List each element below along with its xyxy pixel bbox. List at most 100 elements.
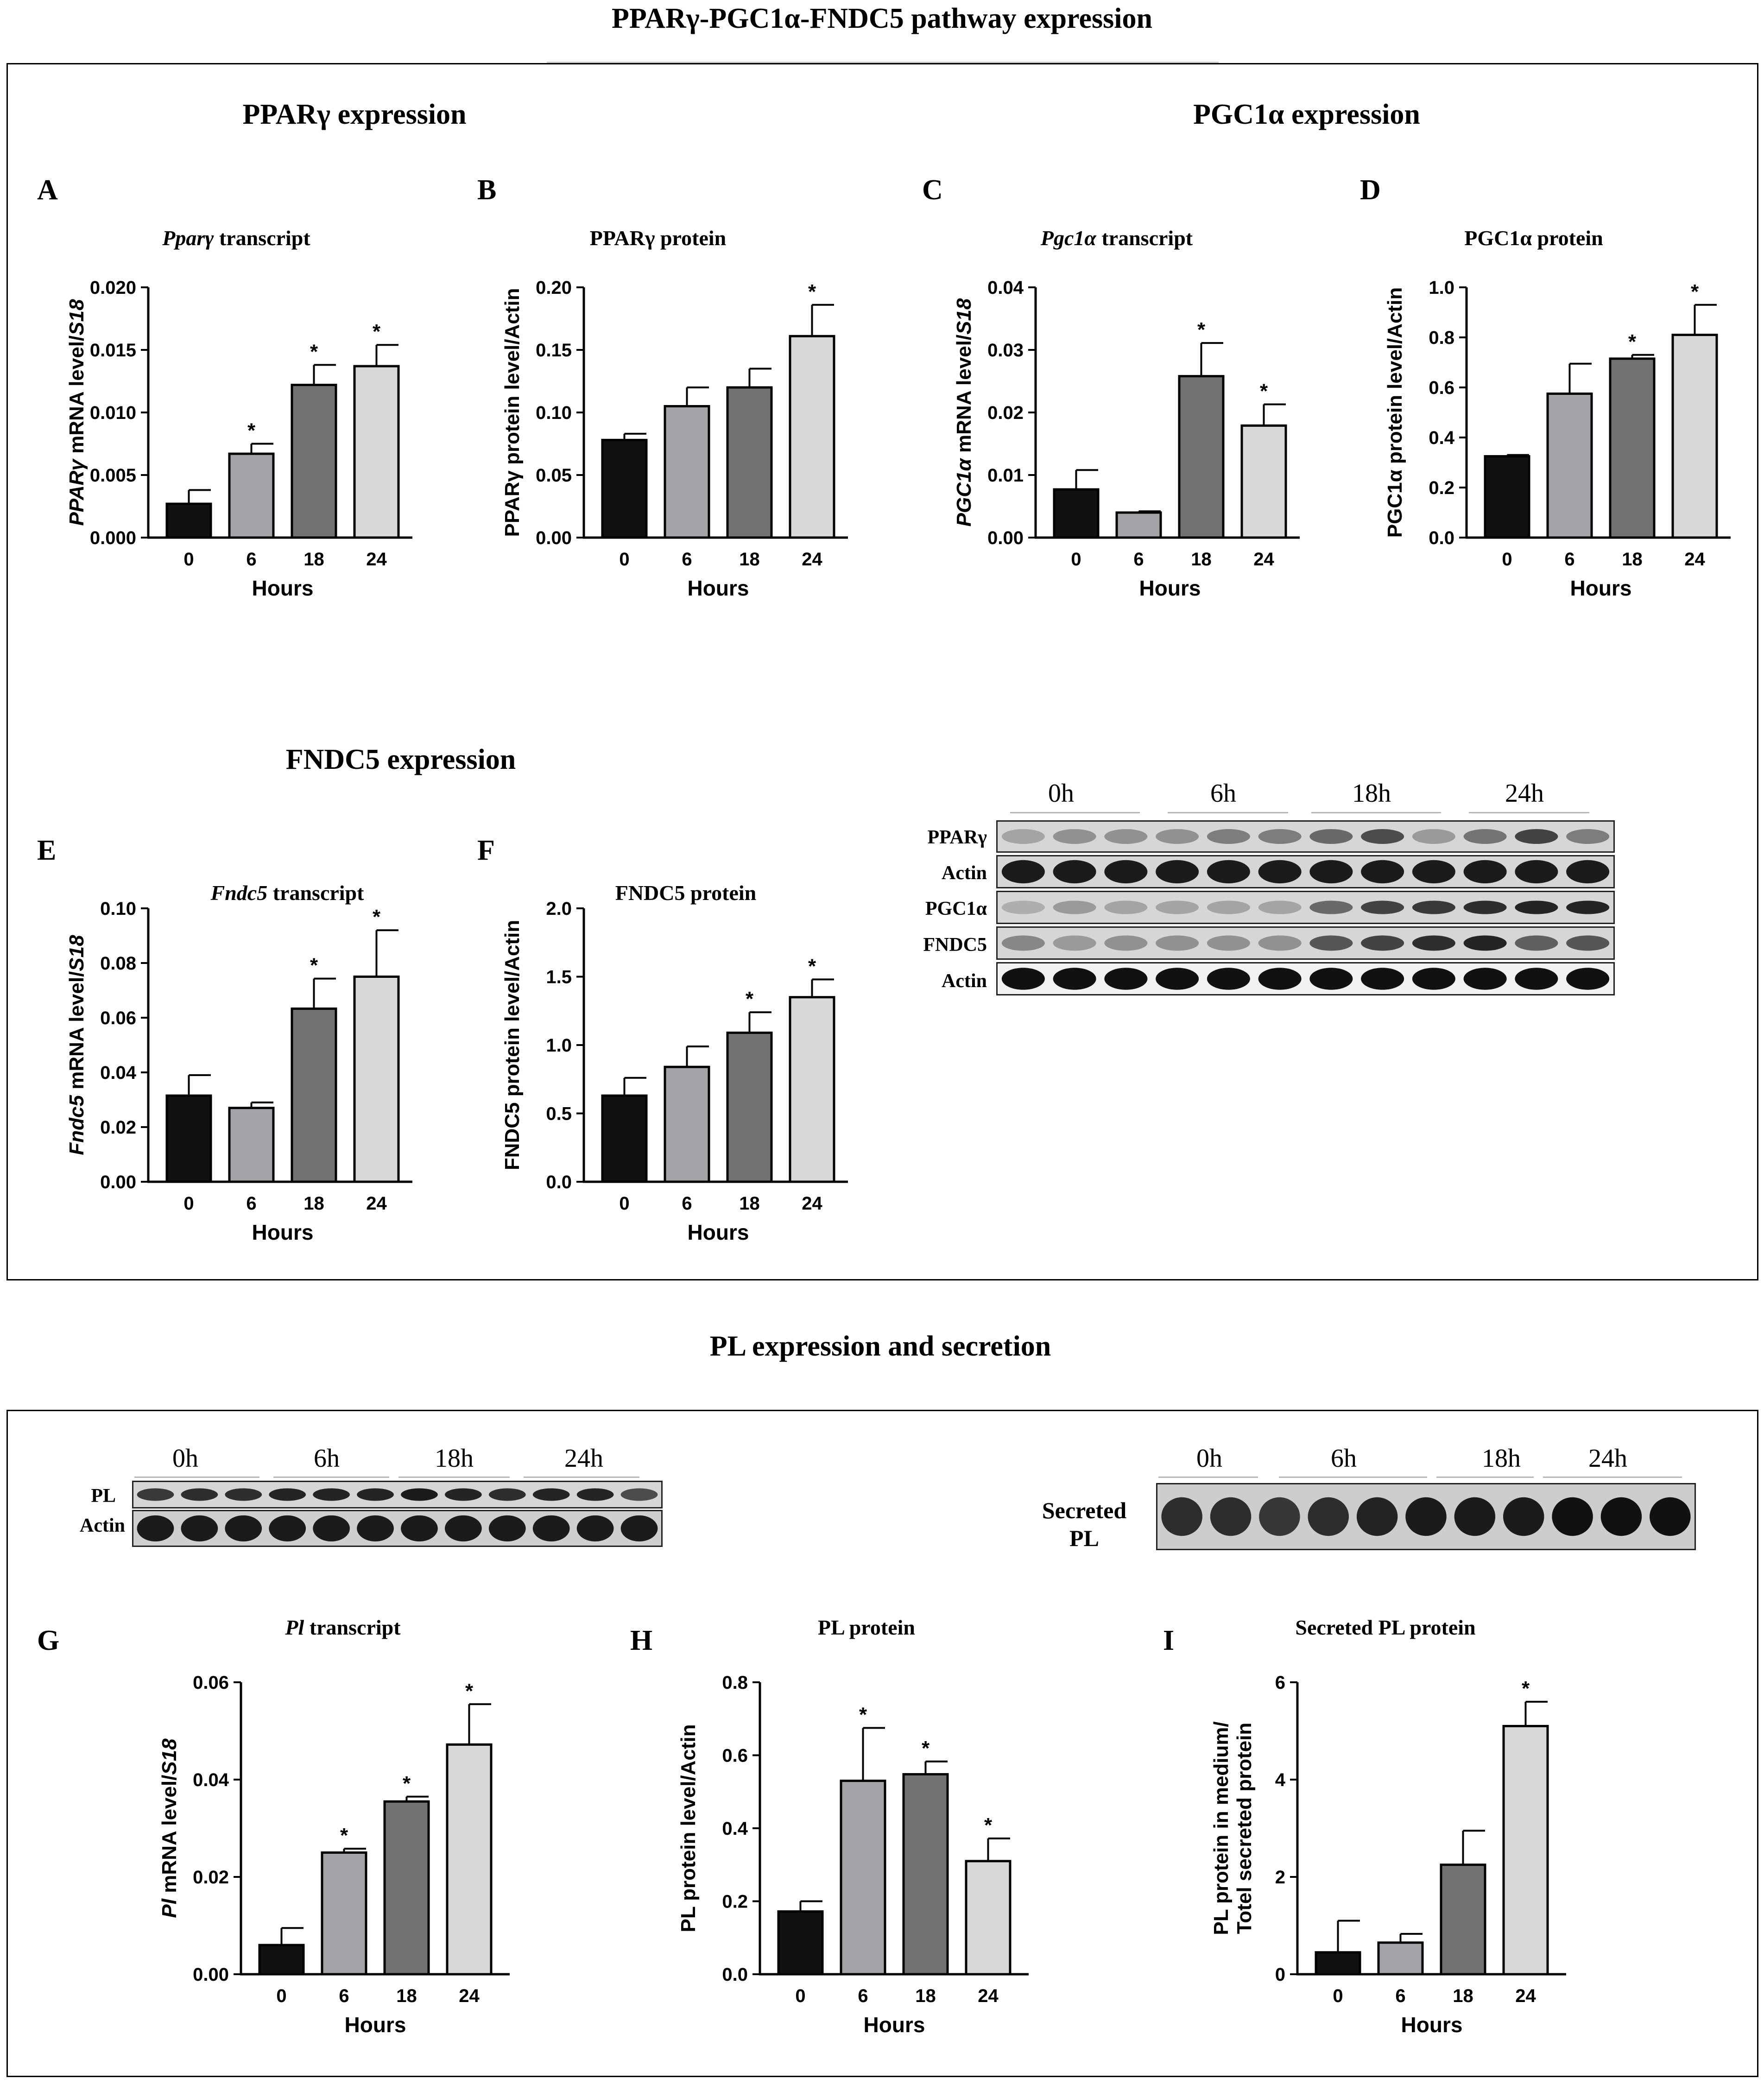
x-axis-title: Hours [1570,576,1632,600]
bar-24 [1671,334,1718,539]
chart-g: 0.00 0.02 0.04 0.06 Pl mRNA level/S18 0 * 6 * 18 *… [158,1673,510,2037]
band [401,1515,438,1542]
bar-18 [1178,375,1225,539]
band [401,1488,438,1501]
band [576,1488,614,1501]
y-tick-label: 2 [1275,1867,1285,1888]
significance-star: * [403,1772,411,1795]
bar-18 [291,1008,337,1183]
x-tick-label: 0 [1502,549,1512,570]
chart-f: 0.0 0.5 1.0 1.5 2.0 FNDC5 protein level/Actin… [501,899,848,1244]
significance-star: * [373,906,381,928]
band [1361,935,1404,951]
band [1258,900,1302,914]
bar-6 [664,1065,710,1183]
band [1552,1497,1593,1536]
panel-letter-i: I [1163,1625,1175,1656]
chart-title-g-rest: transcript [304,1616,401,1639]
blot1-row-label-pgc: PGC1α [925,898,987,919]
x-tick-label: 24 [802,1193,822,1214]
blot1-lane-line [1010,812,1140,813]
blot1-lane-6h: 6h [1210,779,1236,808]
blot1-lane-line [1311,812,1441,813]
band [1566,900,1610,914]
band [1566,829,1610,844]
blot2-lane-24h: 24h [564,1444,603,1473]
band [1412,860,1455,884]
chart-c: 0.00 0.01 0.02 0.03 0.04 PGC1α mRNA level/S18… [953,278,1300,600]
chart-title-c-rest: transcript [1096,226,1193,250]
blot1-row-label-actin: Actin [942,862,987,884]
blot3-lane-18h: 18h [1482,1444,1521,1473]
blot3-strip [1156,1483,1696,1550]
bar-0 [165,502,212,539]
y-tick-label: 0.00 [193,1965,229,1985]
band [1210,1497,1252,1536]
x-tick-label: 0 [619,1193,629,1214]
panel-letter-c: C [922,174,943,206]
band [488,1488,526,1501]
blot-bands [1001,900,1610,914]
x-tick-label: 6 [682,1193,692,1214]
y-tick-label: 1.5 [546,967,572,988]
bar-18 [383,1800,430,1976]
bar-18 [1609,357,1656,539]
blot2-lane-0h: 0h [172,1444,198,1473]
band [1207,900,1250,914]
bar-0 [1053,488,1100,539]
x-tick-label: 24 [1515,1986,1536,2006]
chart-title-e-italic: Fndc5 [210,881,268,905]
blot-bands [1161,1497,1691,1536]
pgc-section-title: PGC1α expression [1193,99,1420,130]
chart-title-d-text: PGC1α protein [1464,226,1603,250]
x-axis-title: Hours [688,576,749,600]
band [1258,935,1302,951]
band [1463,935,1507,951]
blot1-lane-18h: 18h [1352,779,1391,808]
blot3-lane-line [1279,1477,1427,1478]
y-axis-title: PL protein level/Actin [677,1724,700,1932]
chart-e: 0.00 0.02 0.04 0.06 0.08 0.10 Fndc5 mRNA level… [65,899,412,1244]
x-tick-label: 6 [682,549,692,570]
band [1515,900,1558,914]
x-tick-label: 24 [978,1986,999,2006]
band [313,1515,350,1542]
x-tick-label: 6 [858,1986,868,2006]
panel-letter-b: B [477,174,497,206]
x-axis-title: Hours [1401,2013,1463,2037]
x-tick-label: 0 [276,1986,286,2006]
x-tick-label: 24 [1253,549,1274,570]
blot1-lane-0h: 0h [1048,779,1074,808]
chart-title-c: Pgc1α transcript [1019,226,1214,250]
y-axis-title-line2: Totel secreted protein [1233,1723,1256,1934]
panel-letter-e: E [37,835,57,866]
x-tick-label: 6 [246,549,256,570]
significance-star: * [1628,330,1637,353]
band [181,1515,218,1542]
x-axis-title: Hours [345,2013,406,2037]
band [576,1515,614,1542]
blot-bands [1001,935,1610,951]
band [1503,1497,1544,1536]
band [620,1488,658,1501]
y-tick-label: 1.0 [1429,278,1454,298]
blot3-lane-6h: 6h [1331,1444,1357,1473]
band [1104,829,1148,844]
band [1454,1497,1496,1536]
y-tick-label: 0.0 [1429,528,1454,548]
band [1356,1497,1398,1536]
panel-letter-f: F [477,835,495,866]
band [1309,829,1353,844]
x-axis-title: Hours [252,576,314,600]
chart-title-d: PGC1α protein [1436,226,1631,250]
significance-star: * [746,988,754,1010]
x-tick-label: 24 [366,549,387,570]
blot1-lane-line [1469,812,1589,813]
blot1-row-label-actin2: Actin [942,970,987,992]
chart-title-a-italic: Pparγ [162,226,214,250]
band [1001,829,1045,844]
significance-star: * [247,419,256,442]
band [1412,968,1455,990]
band [1566,860,1610,884]
